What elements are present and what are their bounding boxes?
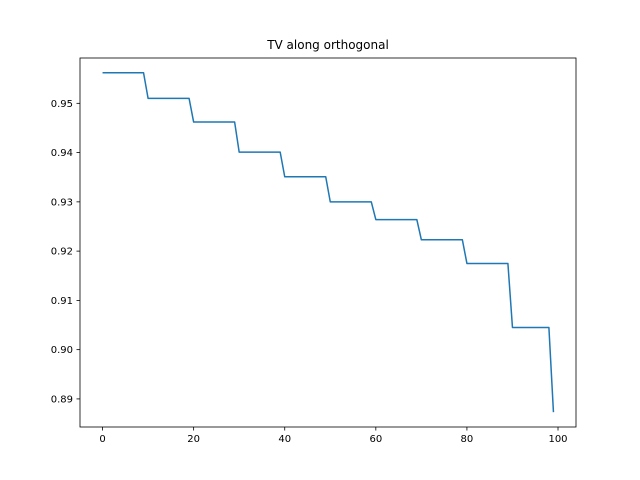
x-tick-label: 60 — [369, 434, 382, 445]
axes-frame — [79, 57, 577, 428]
y-tick-label: 0.95 — [51, 99, 73, 110]
plot-area — [102, 72, 555, 413]
y-tick-label: 0.89 — [51, 394, 73, 405]
x-tick-label: 20 — [187, 434, 200, 445]
y-tick-label: 0.94 — [51, 148, 73, 159]
x-tick-label: 80 — [461, 434, 474, 445]
chart-title: TV along orthogonal — [266, 38, 389, 52]
x-tick-label: 0 — [99, 434, 105, 445]
y-tick-label: 0.91 — [51, 296, 73, 307]
y-tick-label: 0.93 — [51, 197, 73, 208]
series-line-0 — [102, 72, 555, 413]
x-tick-label: 40 — [278, 434, 291, 445]
x-tick-label: 100 — [548, 434, 567, 445]
x-axis: 0 20 40 60 80 100 — [99, 427, 568, 445]
y-axis: 0.89 0.90 0.91 0.92 0.93 0.94 0.95 — [51, 99, 80, 405]
y-tick-label: 0.92 — [51, 247, 73, 258]
y-tick-label: 0.90 — [51, 345, 73, 356]
